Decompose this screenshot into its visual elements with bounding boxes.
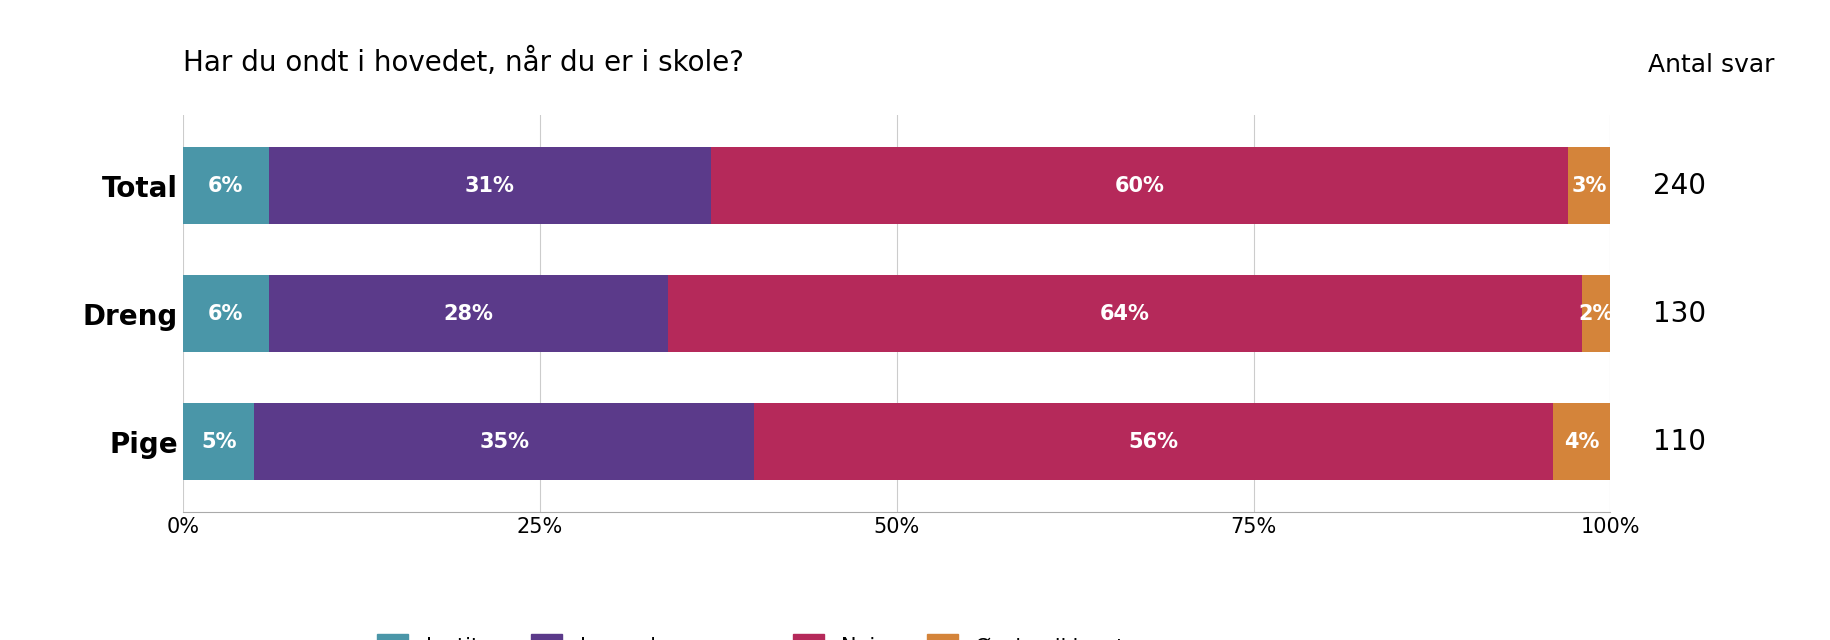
Bar — [1581, 275, 1610, 352]
Text: 60%: 60% — [1114, 175, 1164, 196]
Bar — [254, 403, 754, 480]
Text: 6%: 6% — [209, 175, 243, 196]
Text: Antal svar: Antal svar — [1647, 52, 1775, 77]
Text: 56%: 56% — [1129, 431, 1179, 452]
Bar — [183, 403, 254, 480]
Bar — [183, 147, 269, 224]
Text: 5%: 5% — [201, 431, 236, 452]
Text: 64%: 64% — [1100, 303, 1149, 324]
Text: 28%: 28% — [443, 303, 494, 324]
Bar — [668, 275, 1581, 352]
Text: 6%: 6% — [209, 303, 243, 324]
Text: 4%: 4% — [1565, 431, 1599, 452]
Bar — [269, 147, 712, 224]
Text: 3%: 3% — [1572, 175, 1607, 196]
Bar — [183, 275, 269, 352]
Bar — [754, 403, 1554, 480]
Bar — [269, 275, 668, 352]
Text: 130: 130 — [1652, 300, 1706, 328]
Text: Har du ondt i hovedet, når du er i skole?: Har du ondt i hovedet, når du er i skole… — [183, 47, 745, 77]
Text: 35%: 35% — [479, 431, 529, 452]
Bar — [712, 147, 1568, 224]
Text: 110: 110 — [1652, 428, 1706, 456]
Bar — [1568, 147, 1610, 224]
Text: 31%: 31% — [465, 175, 514, 196]
Text: 240: 240 — [1652, 172, 1706, 200]
Legend: Ja, tit, Ja, nogle gange, Nej, Ønsker ikke at svare: Ja, tit, Ja, nogle gange, Nej, Ønsker ik… — [377, 634, 1188, 640]
Text: 2%: 2% — [1579, 303, 1614, 324]
Bar — [1554, 403, 1610, 480]
